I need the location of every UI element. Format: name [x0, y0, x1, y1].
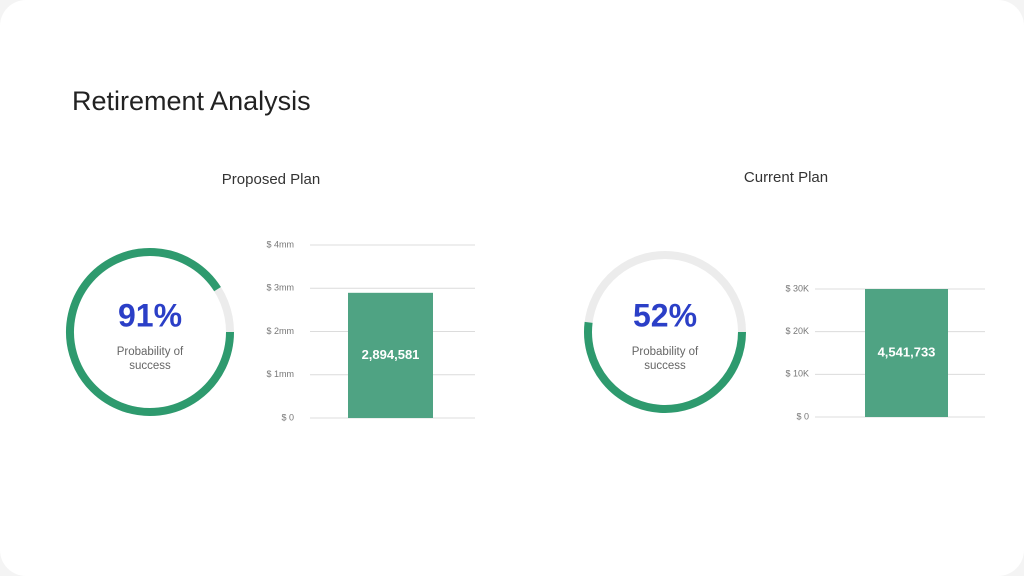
y-tick-label: $ 2mm: [266, 326, 294, 336]
y-tick-label: $ 0: [796, 411, 809, 421]
y-tick-label: $ 20K: [785, 326, 809, 336]
bar-value-label: 4,541,733: [878, 344, 936, 359]
y-tick-label: $ 3mm: [266, 283, 294, 293]
bar-value-label: 2,894,581: [362, 347, 420, 362]
gauge-arc: [66, 248, 234, 416]
bar: [865, 289, 948, 417]
page-title: Retirement Analysis: [72, 86, 311, 116]
gauge-value: 91%: [118, 297, 182, 333]
gauge-label: Probability of success: [116, 346, 184, 372]
panel-title: Current Plan: [744, 169, 828, 186]
panel-title: Proposed Plan: [222, 171, 320, 188]
y-tick-label: $ 30K: [785, 283, 809, 293]
y-tick-label: $ 10K: [785, 369, 809, 379]
y-tick-label: $ 1mm: [266, 369, 294, 379]
gauge-arc: [584, 321, 746, 413]
gauge-label: Probability of success: [631, 346, 699, 372]
gauge-value: 52%: [633, 297, 697, 333]
y-tick-label: $ 0: [281, 412, 294, 422]
bar: [348, 292, 433, 418]
y-tick-label: $ 4mm: [266, 239, 294, 249]
